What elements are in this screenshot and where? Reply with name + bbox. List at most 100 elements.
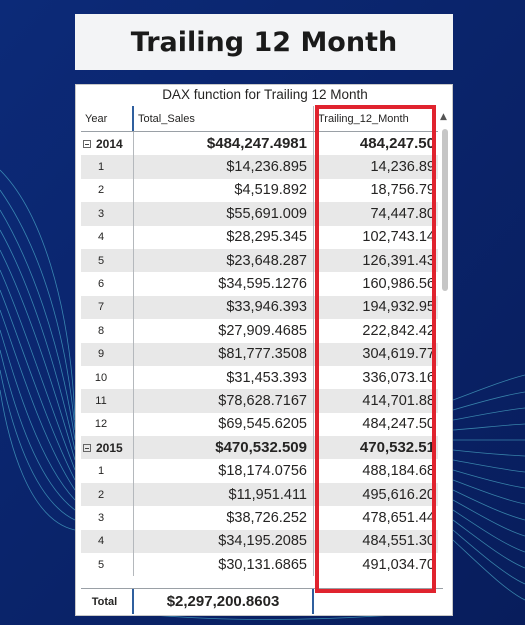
year-group-row[interactable]: 2014 $484,247.4981 484,247.50 <box>81 132 443 156</box>
year-label: 1 <box>97 161 105 174</box>
trailing-12-month-cell: 484,551.30 <box>362 533 435 550</box>
year-label: 2 <box>97 184 105 197</box>
total-sales-cell: $31,453.393 <box>134 365 314 390</box>
month-cell: 4 <box>81 225 134 249</box>
month-row[interactable]: 5 $30,131.6865 491,034.70 <box>81 553 443 577</box>
month-row[interactable]: 4 $28,295.345 102,743.14 <box>81 225 443 249</box>
trailing-12-month-cell: 484,247.50 <box>359 135 435 153</box>
month-cell: 10 <box>81 365 134 390</box>
trailing-12-month-cell: 484,247.50 <box>362 416 435 433</box>
total-sales-cell: $30,131.6865 <box>134 553 314 577</box>
month-cell: 11 <box>81 389 134 413</box>
trailing-12-month-cell: 74,447.80 <box>370 205 435 222</box>
trailing-12-month-cell: 102,743.14 <box>362 229 435 246</box>
vertical-scrollbar[interactable]: ▲ <box>438 107 452 587</box>
year-label: 2 <box>97 488 105 501</box>
trailing-12-month-cell: 495,616.20 <box>362 486 435 503</box>
month-row[interactable]: 11 $78,628.7167 414,701.88 <box>81 389 443 413</box>
month-cell: 3 <box>81 506 134 530</box>
trailing-12-month-cell: 160,986.56 <box>362 276 435 293</box>
row-clip-edge <box>81 583 443 588</box>
trailing-12-month-cell: 194,932.95 <box>362 299 435 316</box>
month-row[interactable]: 8 $27,909.4685 222,842.42 <box>81 319 443 343</box>
total-sales-cell: $28,295.345 <box>134 225 314 249</box>
total-sales-cell: $27,909.4685 <box>134 319 314 343</box>
total-sales-cell: $78,628.7167 <box>134 389 314 413</box>
year-label: 5 <box>97 558 105 571</box>
year-label: 1 <box>97 465 105 478</box>
column-header-row: Year Total_Sales Trailing_12_Month <box>81 106 443 132</box>
month-row[interactable]: 10 $31,453.393 336,073.16 <box>81 365 443 390</box>
trailing-12-month-cell: 414,701.88 <box>362 392 435 409</box>
month-cell: 2 <box>81 482 134 507</box>
year-label: 4 <box>97 231 105 244</box>
month-row[interactable]: 3 $55,691.009 74,447.80 <box>81 202 443 226</box>
matrix-visual[interactable]: DAX function for Trailing 12 Month Year … <box>75 84 453 616</box>
year-group-row[interactable]: 2015 $470,532.509 470,532.51 <box>81 436 443 460</box>
month-cell: 3 <box>81 202 134 226</box>
month-row[interactable]: 6 $34,595.1276 160,986.56 <box>81 272 443 296</box>
month-row[interactable]: 1 $18,174.0756 488,184.68 <box>81 459 443 483</box>
trailing-12-month-cell: 304,619.77 <box>362 346 435 363</box>
month-cell: 2 <box>81 178 134 203</box>
year-label: 5 <box>97 254 105 267</box>
collapse-icon[interactable] <box>83 443 91 452</box>
trailing-12-month-cell: 470,532.51 <box>359 439 435 457</box>
month-cell: 5 <box>81 553 134 577</box>
page-title: Trailing 12 Month <box>130 26 398 58</box>
total-sales-cell: $18,174.0756 <box>134 459 314 483</box>
month-row[interactable]: 7 $33,946.393 194,932.95 <box>81 295 443 320</box>
year-label: 12 <box>94 418 108 431</box>
month-row[interactable]: 12 $69,545.6205 484,247.50 <box>81 412 443 437</box>
month-row[interactable]: 4 $34,195.2085 484,551.30 <box>81 529 443 554</box>
year-label: 6 <box>97 278 105 291</box>
total-sales-cell: $484,247.4981 <box>134 132 314 156</box>
trailing-12-month-cell: 222,842.42 <box>362 322 435 339</box>
total-label: Total <box>81 589 134 614</box>
month-row[interactable]: 9 $81,777.3508 304,619.77 <box>81 342 443 366</box>
trailing-12-month-cell: 14,236.89 <box>370 159 435 176</box>
trailing-12-month-cell: 491,034.70 <box>362 556 435 573</box>
month-row[interactable]: 2 $4,519.892 18,756.79 <box>81 178 443 203</box>
page-title-card: Trailing 12 Month <box>75 14 453 70</box>
year-label: 4 <box>97 535 105 548</box>
trailing-12-month-cell: 18,756.79 <box>370 182 435 199</box>
trailing-12-month-cell: 488,184.68 <box>362 463 435 480</box>
year-label: 3 <box>97 207 105 220</box>
scroll-up-arrow-icon[interactable]: ▲ <box>440 112 447 122</box>
total-sales-cell: $69,545.6205 <box>134 412 314 437</box>
year-label: 8 <box>97 324 105 337</box>
total-trailing-value <box>314 589 443 614</box>
total-sales-cell: $14,236.895 <box>134 155 314 179</box>
year-cell[interactable]: 2015 <box>81 436 134 460</box>
matrix-grid: Year Total_Sales Trailing_12_Month 2014 $… <box>81 106 443 577</box>
year-label: 9 <box>97 348 105 361</box>
month-cell: 12 <box>81 412 134 437</box>
month-row[interactable]: 2 $11,951.411 495,616.20 <box>81 482 443 507</box>
scroll-thumb[interactable] <box>442 129 448 291</box>
total-sales-cell: $81,777.3508 <box>134 342 314 366</box>
month-row[interactable]: 3 $38,726.252 478,651.44 <box>81 506 443 530</box>
total-sales-cell: $23,648.287 <box>134 248 314 273</box>
month-cell: 5 <box>81 248 134 273</box>
total-sales-cell: $4,519.892 <box>134 178 314 203</box>
year-label: 7 <box>97 301 105 314</box>
column-header-total-sales[interactable]: Total_Sales <box>134 106 314 131</box>
month-row[interactable]: 5 $23,648.287 126,391.43 <box>81 248 443 273</box>
year-label: 2014 <box>96 136 123 151</box>
total-sales-cell: $55,691.009 <box>134 202 314 226</box>
month-cell: 8 <box>81 319 134 343</box>
trailing-12-month-cell: 126,391.43 <box>362 252 435 269</box>
column-header-year[interactable]: Year <box>81 106 134 131</box>
column-header-trailing-12-month[interactable]: Trailing_12_Month <box>318 112 409 125</box>
collapse-icon[interactable] <box>83 139 91 148</box>
total-row: Total $2,297,200.8603 <box>81 588 443 614</box>
total-sales-cell: $34,595.1276 <box>134 272 314 296</box>
month-cell: 4 <box>81 529 134 554</box>
total-sales-cell: $11,951.411 <box>134 482 314 507</box>
year-cell[interactable]: 2014 <box>81 132 134 156</box>
year-label: 11 <box>95 394 107 407</box>
year-label: 3 <box>97 511 105 524</box>
year-label: 10 <box>94 371 108 384</box>
month-row[interactable]: 1 $14,236.895 14,236.89 <box>81 155 443 179</box>
